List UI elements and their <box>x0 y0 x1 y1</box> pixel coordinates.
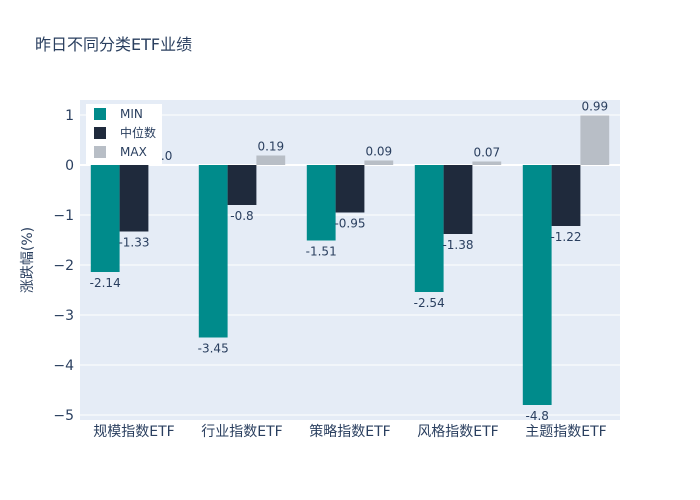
bar <box>198 165 228 338</box>
x-tick-label: 风格指数ETF <box>417 424 498 440</box>
x-tick-labels: 规模指数ETF 行业指数ETF 策略指数ETF 风格指数ETF 主题指数ETF <box>93 423 606 440</box>
bars <box>90 115 610 405</box>
bar <box>414 165 444 292</box>
data-label: 0.09 <box>365 145 392 159</box>
bar <box>306 165 336 241</box>
chart-title: 昨日不同分类ETF业绩 <box>35 35 192 54</box>
y-axis-label: 涨跌幅(%) <box>20 227 36 293</box>
y-tick-label: −3 <box>53 308 74 324</box>
legend-swatch <box>94 146 106 158</box>
data-label: -0.95 <box>334 217 365 231</box>
data-label: 0.99 <box>581 100 608 114</box>
bar <box>443 165 473 234</box>
x-tick-label: 策略指数ETF <box>309 423 390 440</box>
bar <box>580 115 610 165</box>
y-tick-label: −5 <box>53 408 74 424</box>
bar <box>551 165 581 226</box>
bar <box>90 165 120 272</box>
legend-swatch <box>94 127 106 139</box>
legend-label: MIN <box>120 107 143 121</box>
data-labels: -2.14 -3.45 -1.51 -2.54 -4.8 -1.33 -0.8 -0.95 -1… <box>90 100 608 424</box>
data-label: -1.33 <box>118 236 149 250</box>
x-tick-label: 行业指数ETF <box>201 424 282 440</box>
data-label: -2.14 <box>90 276 121 290</box>
data-label: 0.07 <box>473 146 500 160</box>
data-label: -2.54 <box>414 296 445 310</box>
bar <box>335 165 365 213</box>
data-label: -1.38 <box>442 238 473 252</box>
y-tick-label: 1 <box>65 108 74 124</box>
bar <box>256 155 286 165</box>
data-label: -0.8 <box>230 209 253 223</box>
y-tick-labels: 1 0 −1 −2 −3 −4 −5 <box>53 108 74 424</box>
bar <box>119 165 149 232</box>
data-label: -1.22 <box>550 230 581 244</box>
data-label: -1.51 <box>306 245 337 259</box>
legend-label: MAX <box>120 145 147 159</box>
x-tick-label: 规模指数ETF <box>93 424 174 440</box>
legend-swatch <box>94 108 106 120</box>
data-label: 0.19 <box>257 140 284 154</box>
y-tick-label: 0 <box>65 158 74 174</box>
bar <box>522 165 552 405</box>
data-label: -3.45 <box>198 342 229 356</box>
y-tick-label: −2 <box>53 258 74 274</box>
data-label: -4.8 <box>525 409 548 423</box>
y-tick-label: −4 <box>53 358 74 374</box>
legend-label: 中位数 <box>120 125 156 140</box>
legend[interactable]: MIN 中位数 MAX <box>86 104 162 164</box>
bar <box>472 161 502 165</box>
bar <box>227 165 257 205</box>
y-tick-label: −1 <box>53 208 74 224</box>
x-tick-label: 主题指数ETF <box>525 424 606 440</box>
bar <box>364 160 394 165</box>
